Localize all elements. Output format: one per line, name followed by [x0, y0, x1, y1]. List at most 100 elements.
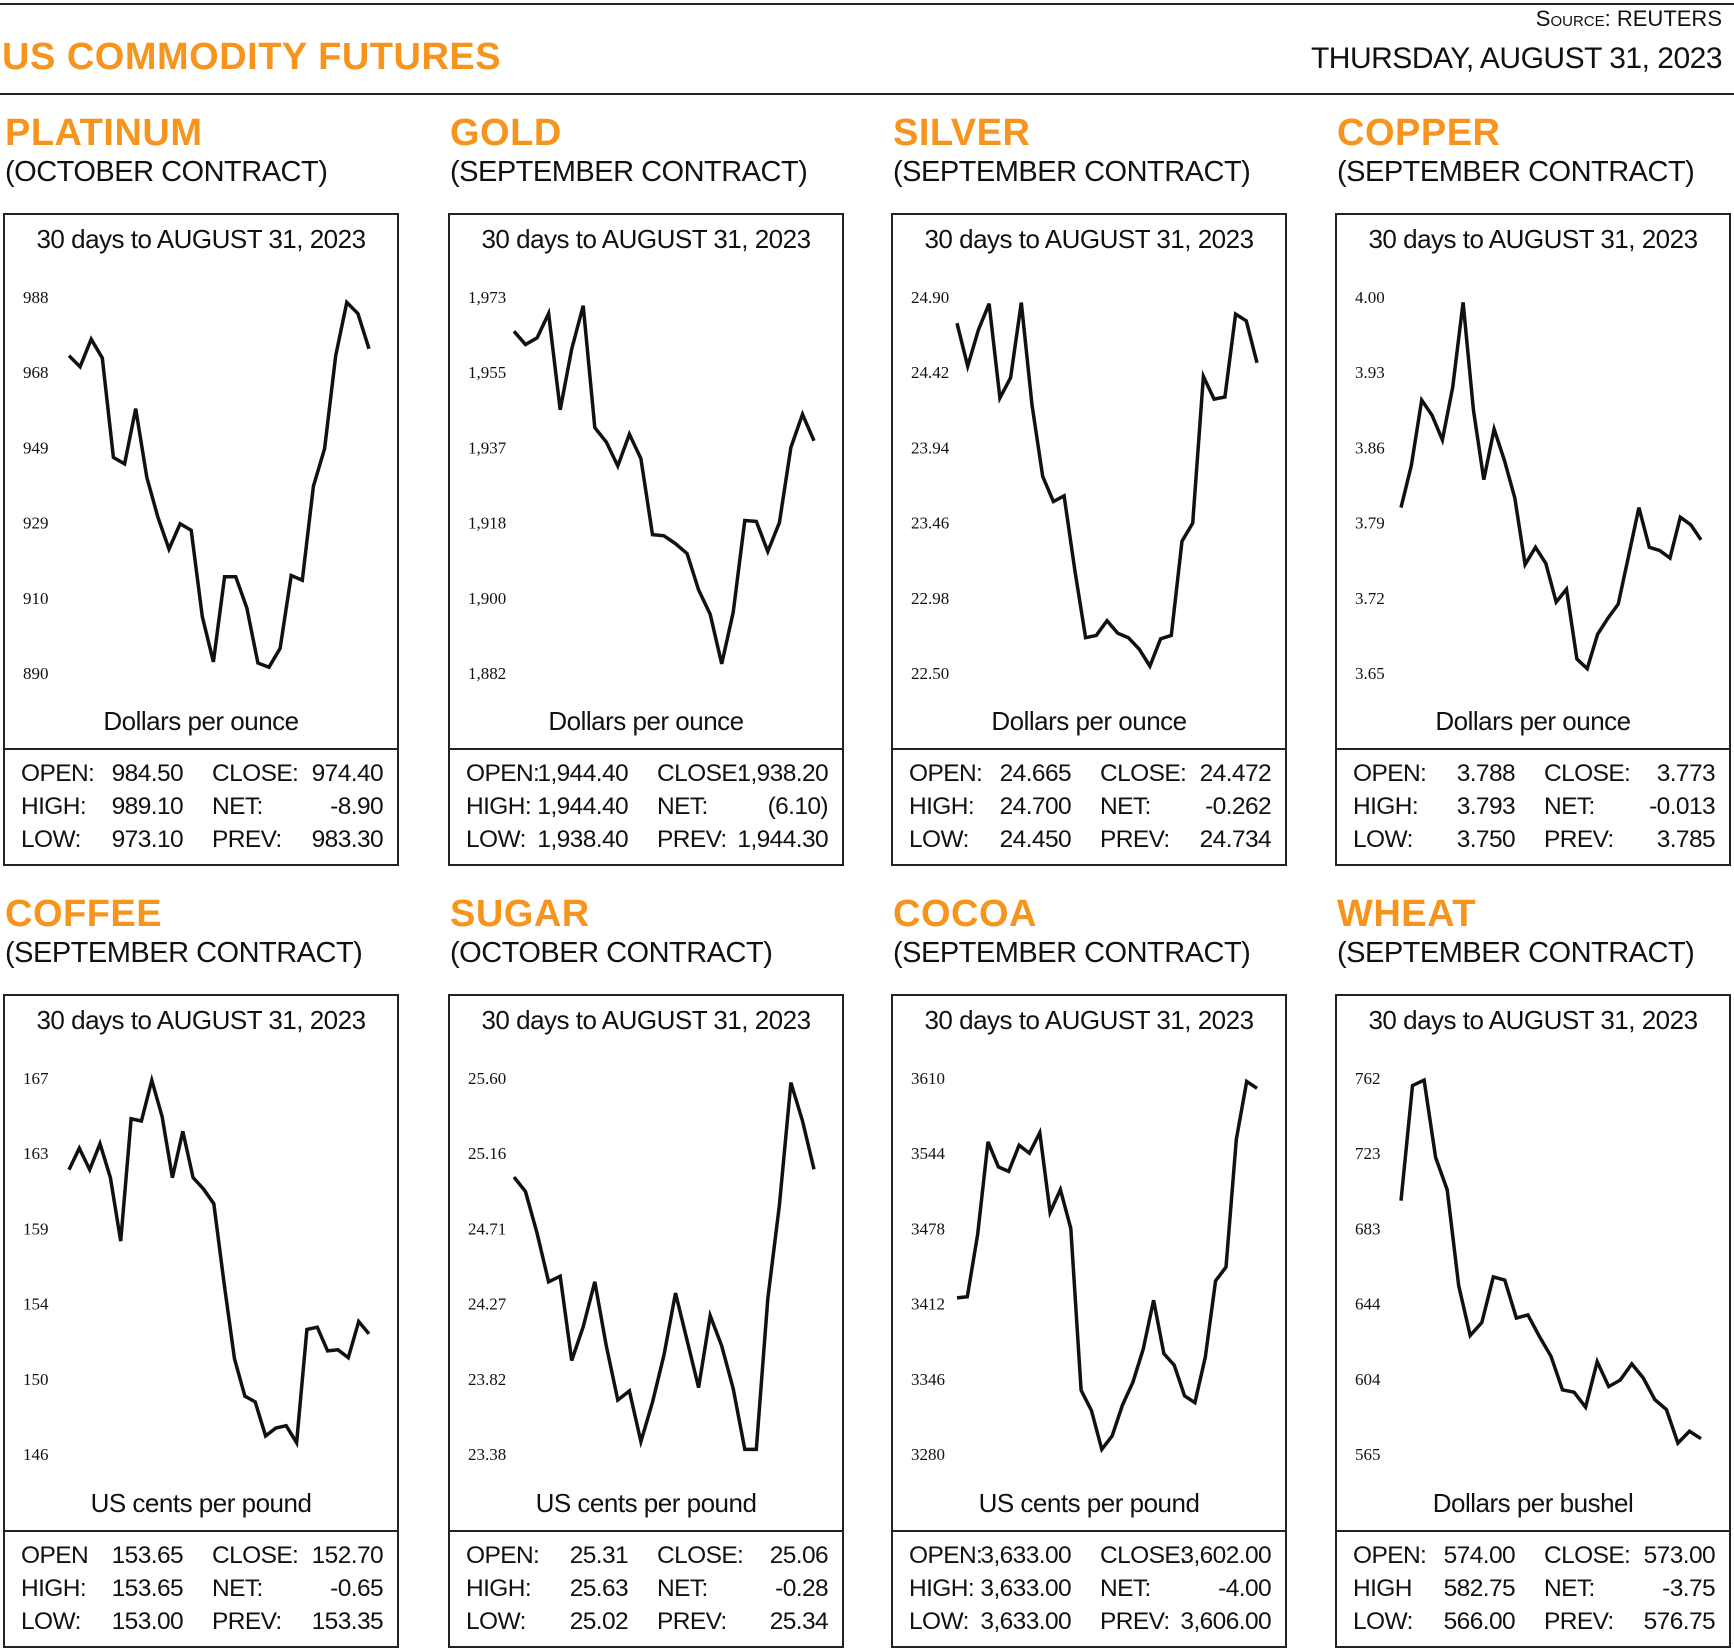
header-rule: [0, 93, 1734, 95]
stat-value: 24.734: [1199, 826, 1272, 853]
unit-label: Dollars per ounce: [1435, 706, 1631, 736]
stat-label: HIGH:: [21, 793, 87, 820]
commodity-name: GOLD: [450, 112, 562, 154]
y-tick-label: 1,955: [468, 363, 506, 382]
chart-title: 30 days to AUGUST 31, 2023: [1368, 1005, 1698, 1035]
stat-label: PREV:: [1100, 1608, 1170, 1635]
stat-label: NET:: [657, 1575, 708, 1602]
commodity-name: COPPER: [1337, 112, 1501, 154]
page-title: US COMMODITY FUTURES: [2, 36, 502, 78]
stats-table: OPEN: 24.665 CLOSE: 24.472 HIGH: 24.700 N…: [893, 748, 1285, 864]
y-tick-label: 1,973: [468, 288, 506, 307]
stat-value: 24.700: [999, 793, 1072, 820]
stat-label: OPEN: [21, 1542, 89, 1569]
stat-value: (6.10): [767, 793, 829, 820]
stat-value: -3.75: [1662, 1575, 1715, 1602]
stat-value: 24.450: [999, 826, 1072, 853]
stat-label: CLOSE:: [1100, 1542, 1187, 1569]
stat-value: -4.00: [1218, 1575, 1271, 1602]
stat-label: HIGH:: [909, 1575, 975, 1602]
stat-value: 153.65: [111, 1575, 184, 1602]
y-tick-label: 604: [1355, 1370, 1381, 1389]
y-tick-label: 988: [23, 288, 49, 307]
y-tick-label: 3412: [911, 1295, 945, 1314]
stat-value: 25.31: [569, 1542, 629, 1569]
stat-label: OPEN:: [1353, 760, 1427, 787]
stats-table: OPEN: 1,944.40 CLOSE: 1,938.20 HIGH: 1,94…: [450, 748, 842, 864]
contract-label: (SEPTEMBER CONTRACT): [1337, 156, 1695, 188]
stat-value: 153.65: [111, 1542, 184, 1569]
y-tick-label: 3478: [911, 1219, 945, 1238]
y-tick-label: 25.16: [468, 1144, 506, 1163]
y-tick-label: 3280: [911, 1445, 945, 1464]
coffee-price-line: [67, 1073, 371, 1449]
stat-value: 3.785: [1656, 826, 1716, 853]
y-tick-label: 3.65: [1355, 664, 1385, 683]
y-tick-label: 22.98: [911, 589, 949, 608]
stat-value: 25.02: [569, 1608, 629, 1635]
stat-label: HIGH: [1353, 1575, 1412, 1602]
stats-table: OPEN: 3.788 CLOSE: 3.773 HIGH: 3.793 NET:…: [1337, 748, 1729, 864]
stat-value: 3.750: [1456, 826, 1516, 853]
chart-box: 24.90 24.42 23.94 23.46 22.98 22.50 30 days t…: [891, 213, 1287, 866]
y-tick-label: 1,918: [468, 514, 506, 533]
stat-label: OPEN:: [466, 1542, 540, 1569]
y-tick-label: 910: [23, 589, 49, 608]
stat-value: 24.665: [999, 760, 1072, 787]
stat-label: OPEN:: [21, 760, 95, 787]
commodity-name: SUGAR: [450, 893, 590, 935]
stat-value: 25.06: [769, 1542, 829, 1569]
y-tick-label: 23.38: [468, 1445, 506, 1464]
line-chart: 4.00 3.93 3.86 3.79 3.72 3.65: [1355, 288, 1703, 683]
cocoa-price-line: [956, 1078, 1258, 1454]
stat-label: OPEN:: [466, 760, 540, 787]
y-tick-label: 3346: [911, 1370, 945, 1389]
contract-label: (SEPTEMBER CONTRACT): [450, 156, 808, 188]
y-tick-label: 3610: [911, 1069, 945, 1088]
stats-table: OPEN: 574.00 CLOSE: 573.00 HIGH 582.75 NE…: [1337, 1530, 1729, 1646]
chart-box: 988 968 949 929 910 890 30 days to AUGUST 31,…: [3, 213, 399, 866]
platinum-price-line: [67, 298, 371, 670]
y-tick-label: 3.86: [1355, 438, 1385, 457]
commodity-name: COCOA: [893, 893, 1037, 935]
chart-box: 167 163 159 154 150 146 30 days to AUGUST 31,…: [3, 994, 399, 1648]
stat-label: OPEN:: [909, 1542, 983, 1569]
stat-label: PREV:: [1544, 826, 1614, 853]
stat-label: NET:: [212, 1575, 263, 1602]
stat-value: 573.00: [1643, 1542, 1716, 1569]
y-tick-label: 762: [1355, 1069, 1381, 1088]
y-tick-label: 4.00: [1355, 288, 1385, 307]
y-tick-label: 3.72: [1355, 589, 1385, 608]
stat-label: PREV:: [212, 1608, 282, 1635]
contract-label: (OCTOBER CONTRACT): [5, 156, 328, 188]
commodity-name: WHEAT: [1337, 893, 1476, 935]
stat-value: 574.00: [1443, 1542, 1516, 1569]
stat-label: PREV:: [657, 826, 727, 853]
line-chart: 167 163 159 154 150 146: [23, 1069, 371, 1464]
unit-label: Dollars per bushel: [1432, 1488, 1634, 1518]
y-tick-label: 1,937: [468, 438, 507, 457]
stats-table: OPEN: 984.50 CLOSE: 974.40 HIGH: 989.10 N…: [5, 748, 397, 864]
source-credit: Source: REUTERS: [1536, 6, 1722, 32]
y-tick-label: 23.94: [911, 438, 950, 457]
stats-table: OPEN: 3,633.00 CLOSE: 3,602.00 HIGH: 3,63…: [893, 1530, 1285, 1646]
stat-label: LOW:: [466, 826, 526, 853]
stat-label: LOW:: [909, 826, 969, 853]
copper-price-line: [1399, 302, 1703, 672]
contract-label: (SEPTEMBER CONTRACT): [5, 937, 363, 969]
stat-value: 153.00: [111, 1608, 184, 1635]
stat-value: 25.34: [769, 1608, 829, 1635]
commodity-name: SILVER: [893, 112, 1031, 154]
stat-label: PREV:: [657, 1608, 727, 1635]
stat-label: CLOSE:: [657, 760, 744, 787]
chart-title: 30 days to AUGUST 31, 2023: [481, 224, 811, 254]
stat-label: LOW:: [909, 1608, 969, 1635]
stat-value: 974.40: [311, 760, 384, 787]
unit-label: US cents per pound: [90, 1488, 312, 1518]
y-tick-label: 23.82: [468, 1370, 506, 1389]
stat-value: 25.63: [569, 1575, 629, 1602]
y-tick-label: 1,882: [468, 664, 506, 683]
commodity-name: PLATINUM: [5, 112, 203, 154]
stat-label: NET:: [1544, 793, 1595, 820]
stat-value: 1,944.40: [537, 793, 628, 820]
